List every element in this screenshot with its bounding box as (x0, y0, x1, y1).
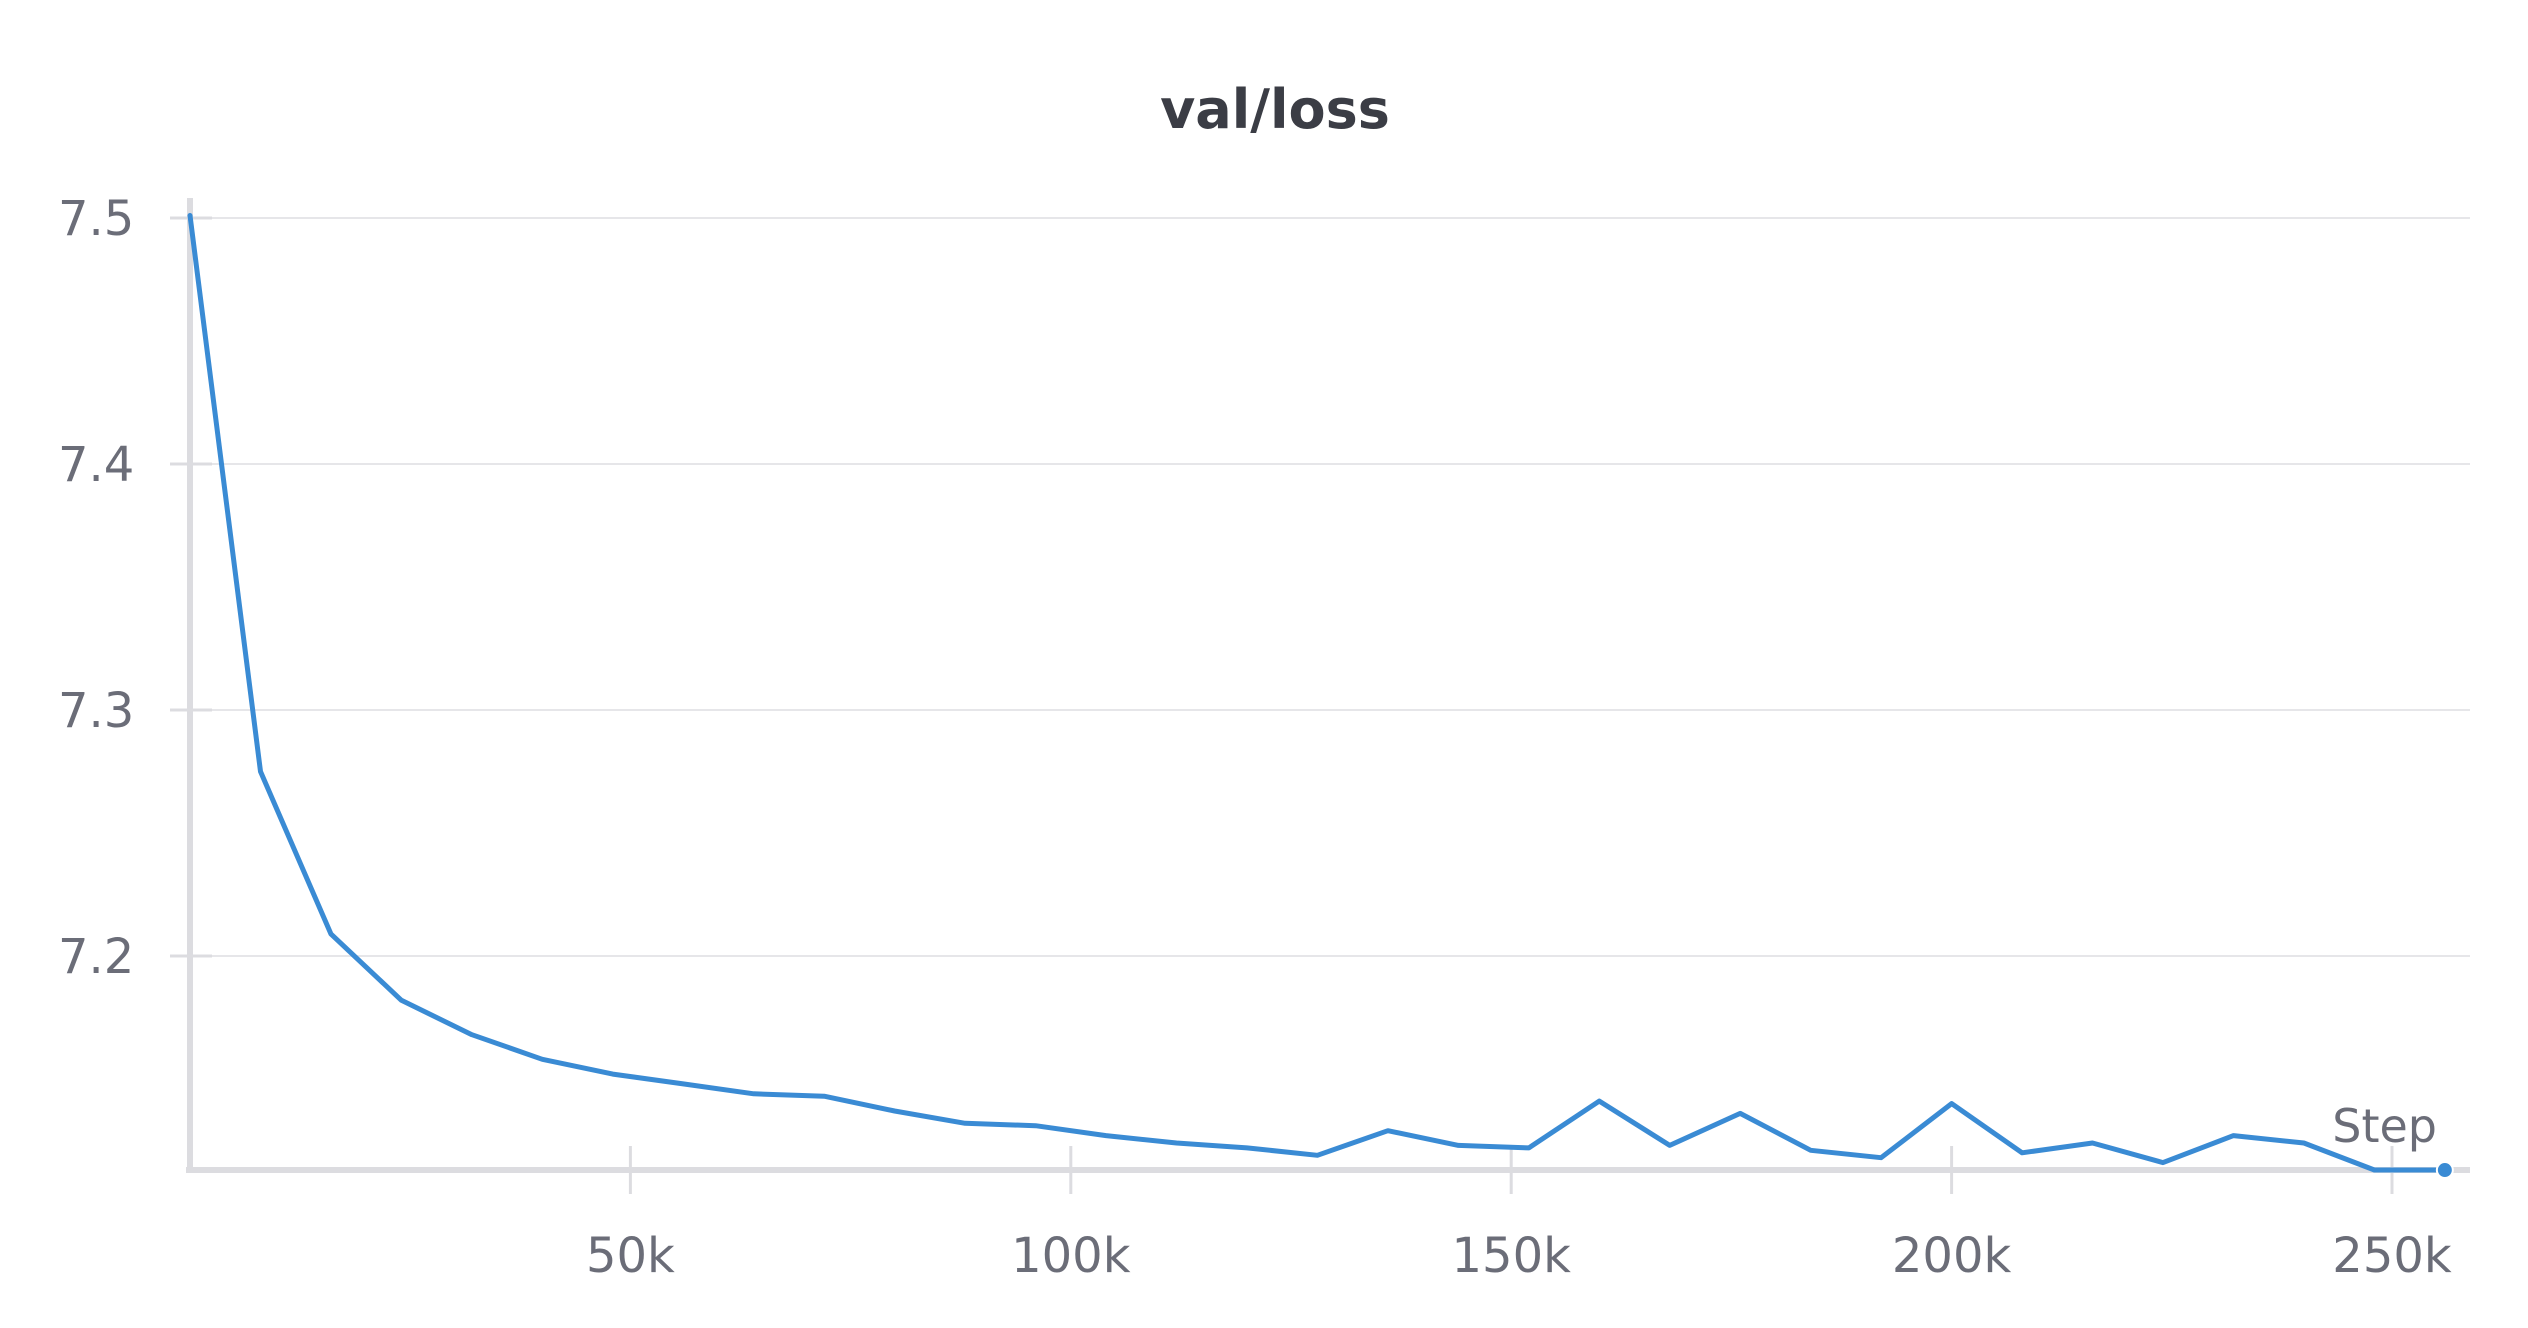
y-tick-label: 7.2 (58, 929, 134, 985)
y-tick-label: 7.5 (58, 191, 134, 247)
x-axis-label: Step (2332, 1099, 2437, 1153)
x-tick-label: 100k (1011, 1228, 1131, 1284)
x-tick-label: 50k (586, 1228, 675, 1284)
label-layer: 7.2 7.3 7.4 7.5 50k 100k 150k 200k 250k (58, 191, 2452, 1284)
x-tick-label: 150k (1451, 1228, 1571, 1284)
series-layer (187, 213, 2454, 1180)
x-tick-label: 250k (2332, 1228, 2452, 1284)
grid-layer (170, 217, 2470, 957)
y-tick-label: 7.4 (58, 437, 134, 493)
x-tick-label: 200k (1892, 1228, 2012, 1284)
chart-title: val/loss (1160, 78, 1390, 141)
y-tick-label: 7.3 (58, 683, 134, 739)
series-end-point (2435, 1161, 2454, 1180)
series-line (187, 213, 2448, 1173)
axis-layer (170, 198, 2470, 1194)
